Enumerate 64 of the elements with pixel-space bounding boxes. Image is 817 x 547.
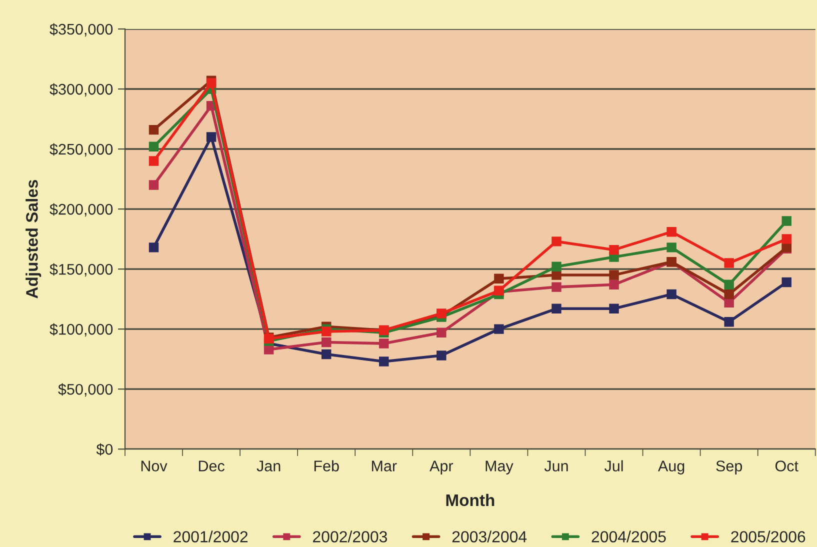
point (609, 280, 619, 290)
point (379, 356, 389, 366)
point (321, 326, 332, 336)
y-tick-label: $350,000 (50, 23, 113, 36)
point (666, 242, 676, 252)
legend-label: 2004/2005 (592, 530, 666, 542)
point (724, 289, 734, 300)
point (321, 337, 332, 348)
y-tick-label: $150,000 (50, 263, 113, 277)
point (321, 349, 332, 360)
point (782, 277, 792, 288)
x-tick-label: Jan (256, 460, 280, 472)
point (494, 324, 504, 334)
point (724, 280, 734, 290)
point (724, 316, 734, 327)
point (552, 236, 562, 246)
point (724, 298, 734, 308)
x-tick-label: Dec (198, 460, 224, 472)
x-tick-label: Oct (775, 460, 798, 472)
point (206, 132, 216, 142)
point (436, 350, 446, 360)
point (724, 258, 734, 268)
x-tick-label: May (486, 460, 514, 474)
point (206, 78, 216, 88)
y-tick-label: $300,000 (50, 83, 113, 96)
point (552, 270, 562, 280)
point (148, 156, 159, 166)
x-tick-label: Sep (716, 460, 742, 474)
x-tick-label: Feb (314, 460, 339, 472)
x-tick-label: Jun (544, 460, 568, 472)
legend-label: 2002/2003 (313, 530, 388, 542)
point (609, 244, 619, 255)
y-tick-label: $50,000 (58, 383, 113, 397)
point (552, 262, 562, 272)
legend-label: 2003/2004 (452, 530, 527, 542)
legend-label: 2005/2006 (731, 530, 806, 542)
point (148, 180, 159, 190)
point (552, 304, 562, 314)
point (782, 234, 792, 244)
x-tick-label: Aug (658, 460, 684, 474)
point (148, 142, 159, 152)
point (148, 124, 159, 135)
x-tick-label: Apr (430, 460, 454, 474)
y-axis-title: Adjusted Sales (26, 180, 42, 298)
point (666, 289, 676, 300)
point (379, 338, 389, 348)
legend-label: 2001/2002 (174, 530, 248, 542)
y-tick-label: $200,000 (50, 203, 113, 217)
point (609, 270, 619, 280)
point (552, 282, 562, 292)
x-tick-label: Nov (141, 460, 168, 472)
x-tick-label: Jul (604, 460, 623, 472)
y-tick-label: $0 (96, 443, 113, 456)
point (494, 274, 504, 284)
point (609, 304, 619, 314)
point (436, 328, 446, 338)
point (782, 216, 792, 226)
x-axis-title: Month (446, 494, 494, 506)
x-tick-label: Mar (372, 460, 397, 472)
y-tick-label: $250,000 (50, 143, 113, 157)
y-tick-label: $100,000 (50, 323, 113, 337)
point (436, 308, 446, 318)
point (148, 242, 159, 252)
point (666, 226, 676, 237)
